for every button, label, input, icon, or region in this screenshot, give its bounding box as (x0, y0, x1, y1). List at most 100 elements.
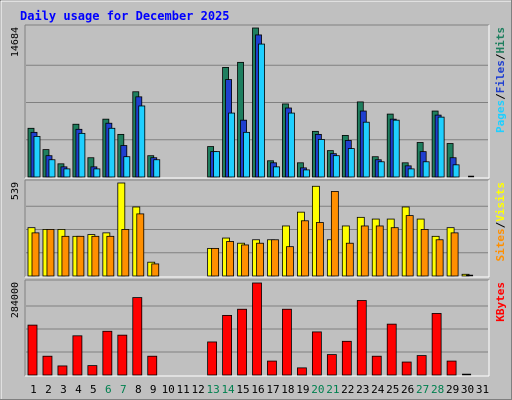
bar-sites-day-21 (330, 191, 339, 277)
bar-sites-day-19 (301, 220, 309, 277)
x-axis-day-label: 6 (105, 383, 112, 396)
bar-kbytes-day-28 (431, 313, 442, 376)
bar-sites-day-5 (91, 235, 100, 277)
x-axis-day-label: 30 (461, 383, 474, 396)
x-axis-day-label: 15 (236, 383, 249, 396)
x-axis-day-label: 1 (30, 383, 37, 396)
x-axis-day-label: 3 (60, 383, 67, 396)
bar-pages-day-9 (153, 159, 161, 178)
bar-pages-day-27 (422, 161, 430, 178)
panel-visits_sites: 539 Sites/Visits (10, 179, 507, 278)
x-axis-day-label: 28 (431, 383, 444, 396)
legend-entry-pages: Pages (494, 100, 507, 133)
legend-entry-files: Files (494, 60, 507, 93)
x-axis-day-label: 27 (416, 383, 429, 396)
bar-kbytes-day-14 (222, 314, 232, 376)
y-axis-max-label: 284000 (10, 282, 21, 318)
bar-pages-day-13 (213, 151, 221, 178)
bar-kbytes-day-6 (102, 330, 113, 376)
x-axis-day-label: 22 (341, 383, 354, 396)
legend-entry-kbytes: KBytes (494, 282, 507, 322)
bar-pages-day-5 (93, 168, 101, 178)
x-axis-day-label: 13 (206, 383, 219, 396)
x-axis-day-label: 29 (446, 383, 459, 396)
bar-pages-day-24 (377, 161, 385, 178)
bar-kbytes-day-13 (207, 341, 218, 376)
bar-sites-day-24 (375, 225, 384, 277)
bar-kbytes-day-5 (87, 365, 98, 376)
bar-kbytes-day-4 (72, 335, 83, 376)
bar-pages-day-18 (288, 112, 295, 178)
series-pages (33, 43, 475, 178)
x-axis-day-label: 23 (356, 383, 369, 396)
bar-pages-day-23 (362, 121, 370, 178)
bar-kbytes-day-15 (237, 308, 247, 376)
bar-sites-day-6 (106, 235, 115, 277)
bar-pages-day-28 (437, 116, 445, 178)
y-axis-max-label: 539 (10, 182, 21, 200)
bar-kbytes-day-19 (297, 367, 307, 376)
legend: Pages/Files/Hits (494, 27, 507, 133)
bar-pages-day-29 (452, 164, 460, 178)
bar-kbytes-day-9 (147, 355, 158, 376)
x-axis-day-label: 26 (401, 383, 414, 396)
bar-pages-day-26 (407, 168, 415, 178)
bar-kbytes-day-7 (117, 334, 128, 376)
x-axis-day-label: 12 (192, 383, 205, 396)
bar-kbytes-day-24 (371, 355, 382, 376)
bar-sites-day-20 (315, 222, 324, 277)
legend-separator: / (494, 53, 507, 60)
bar-sites-day-13 (211, 247, 220, 277)
series-kbytes (27, 282, 472, 376)
legend: Sites/Visits (494, 182, 507, 262)
y-axis-max-label: 14684 (10, 27, 21, 57)
bar-sites-day-9 (151, 263, 160, 277)
bar-sites-day-1 (31, 232, 40, 277)
bar-pages-day-21 (332, 155, 340, 178)
bar-pages-day-4 (78, 132, 86, 178)
bar-pages-day-6 (108, 127, 116, 178)
x-axis-day-label: 18 (281, 383, 294, 396)
x-axis-day-label: 19 (296, 383, 309, 396)
legend-separator: / (494, 93, 507, 100)
legend: KBytes (494, 282, 507, 322)
bar-kbytes-day-20 (311, 331, 322, 376)
chart-panels: 14684Pages/Files/Hits539Sites/Visits2840… (10, 24, 507, 377)
bar-pages-day-1 (33, 136, 41, 178)
bar-sites-day-4 (76, 235, 85, 277)
bar-pages-day-17 (273, 166, 280, 178)
bar-kbytes-day-22 (341, 340, 352, 376)
bar-kbytes-day-16 (252, 282, 262, 376)
bar-pages-day-7 (123, 156, 131, 178)
bar-pages-day-20 (317, 139, 325, 178)
bar-pages-day-8 (138, 105, 146, 178)
x-axis-day-label: 17 (266, 383, 279, 396)
bar-sites-day-29 (450, 232, 459, 277)
x-axis-day-label: 2 (45, 383, 52, 396)
bar-sites-day-22 (345, 242, 354, 277)
bar-pages-day-14 (228, 112, 235, 178)
bar-kbytes-day-17 (267, 360, 277, 376)
legend-entry-sites: Sites (494, 228, 507, 261)
x-axis-day-label: 7 (120, 383, 127, 396)
x-axis-day-label: 20 (311, 383, 324, 396)
bar-sites-day-7 (121, 229, 130, 277)
x-axis-day-label: 14 (221, 383, 235, 396)
legend-entry-visits: Visits (494, 182, 507, 222)
x-axis-day-labels: 1 2 3 4 5 6 7 8 9 10 11 12 13 14 15 16 17 18 19 20 21 22 23 24 2… (30, 383, 489, 396)
x-axis-day-label: 31 (476, 383, 489, 396)
bar-sites-day-25 (390, 227, 399, 277)
bar-kbytes-day-26 (401, 361, 412, 376)
legend-entry-hits: Hits (494, 27, 507, 54)
bar-kbytes-day-29 (446, 360, 457, 376)
bar-kbytes-day-3 (57, 365, 68, 376)
bar-sites-day-14 (226, 241, 234, 277)
x-axis-day-label: 11 (177, 383, 190, 396)
bar-sites-day-18 (286, 246, 294, 277)
x-axis-day-label: 16 (251, 383, 264, 396)
series-sites (31, 191, 474, 277)
bar-kbytes-day-18 (282, 308, 292, 376)
bar-sites-day-16 (256, 242, 264, 277)
bar-pages-day-22 (347, 148, 355, 178)
